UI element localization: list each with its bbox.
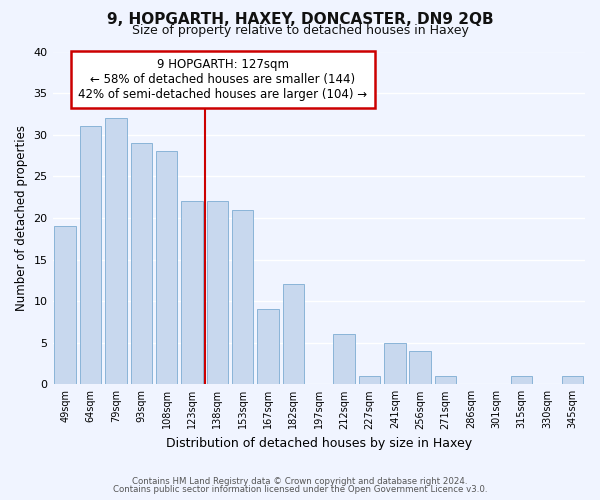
Bar bbox=[257, 310, 279, 384]
Y-axis label: Number of detached properties: Number of detached properties bbox=[15, 125, 28, 311]
Bar bbox=[384, 342, 406, 384]
Bar bbox=[181, 202, 203, 384]
Text: Size of property relative to detached houses in Haxey: Size of property relative to detached ho… bbox=[131, 24, 469, 37]
Text: 9, HOPGARTH, HAXEY, DONCASTER, DN9 2QB: 9, HOPGARTH, HAXEY, DONCASTER, DN9 2QB bbox=[107, 12, 493, 28]
X-axis label: Distribution of detached houses by size in Haxey: Distribution of detached houses by size … bbox=[166, 437, 472, 450]
Bar bbox=[511, 376, 532, 384]
Bar bbox=[409, 351, 431, 384]
Text: 9 HOPGARTH: 127sqm
← 58% of detached houses are smaller (144)
42% of semi-detach: 9 HOPGARTH: 127sqm ← 58% of detached hou… bbox=[79, 58, 367, 101]
Bar bbox=[206, 202, 228, 384]
Bar bbox=[232, 210, 253, 384]
Bar bbox=[359, 376, 380, 384]
Bar bbox=[435, 376, 457, 384]
Bar bbox=[156, 152, 178, 384]
Bar bbox=[283, 284, 304, 384]
Text: Contains HM Land Registry data © Crown copyright and database right 2024.: Contains HM Land Registry data © Crown c… bbox=[132, 477, 468, 486]
Bar bbox=[334, 334, 355, 384]
Bar bbox=[562, 376, 583, 384]
Bar bbox=[105, 118, 127, 384]
Bar bbox=[80, 126, 101, 384]
Bar bbox=[131, 143, 152, 384]
Text: Contains public sector information licensed under the Open Government Licence v3: Contains public sector information licen… bbox=[113, 485, 487, 494]
Bar bbox=[55, 226, 76, 384]
